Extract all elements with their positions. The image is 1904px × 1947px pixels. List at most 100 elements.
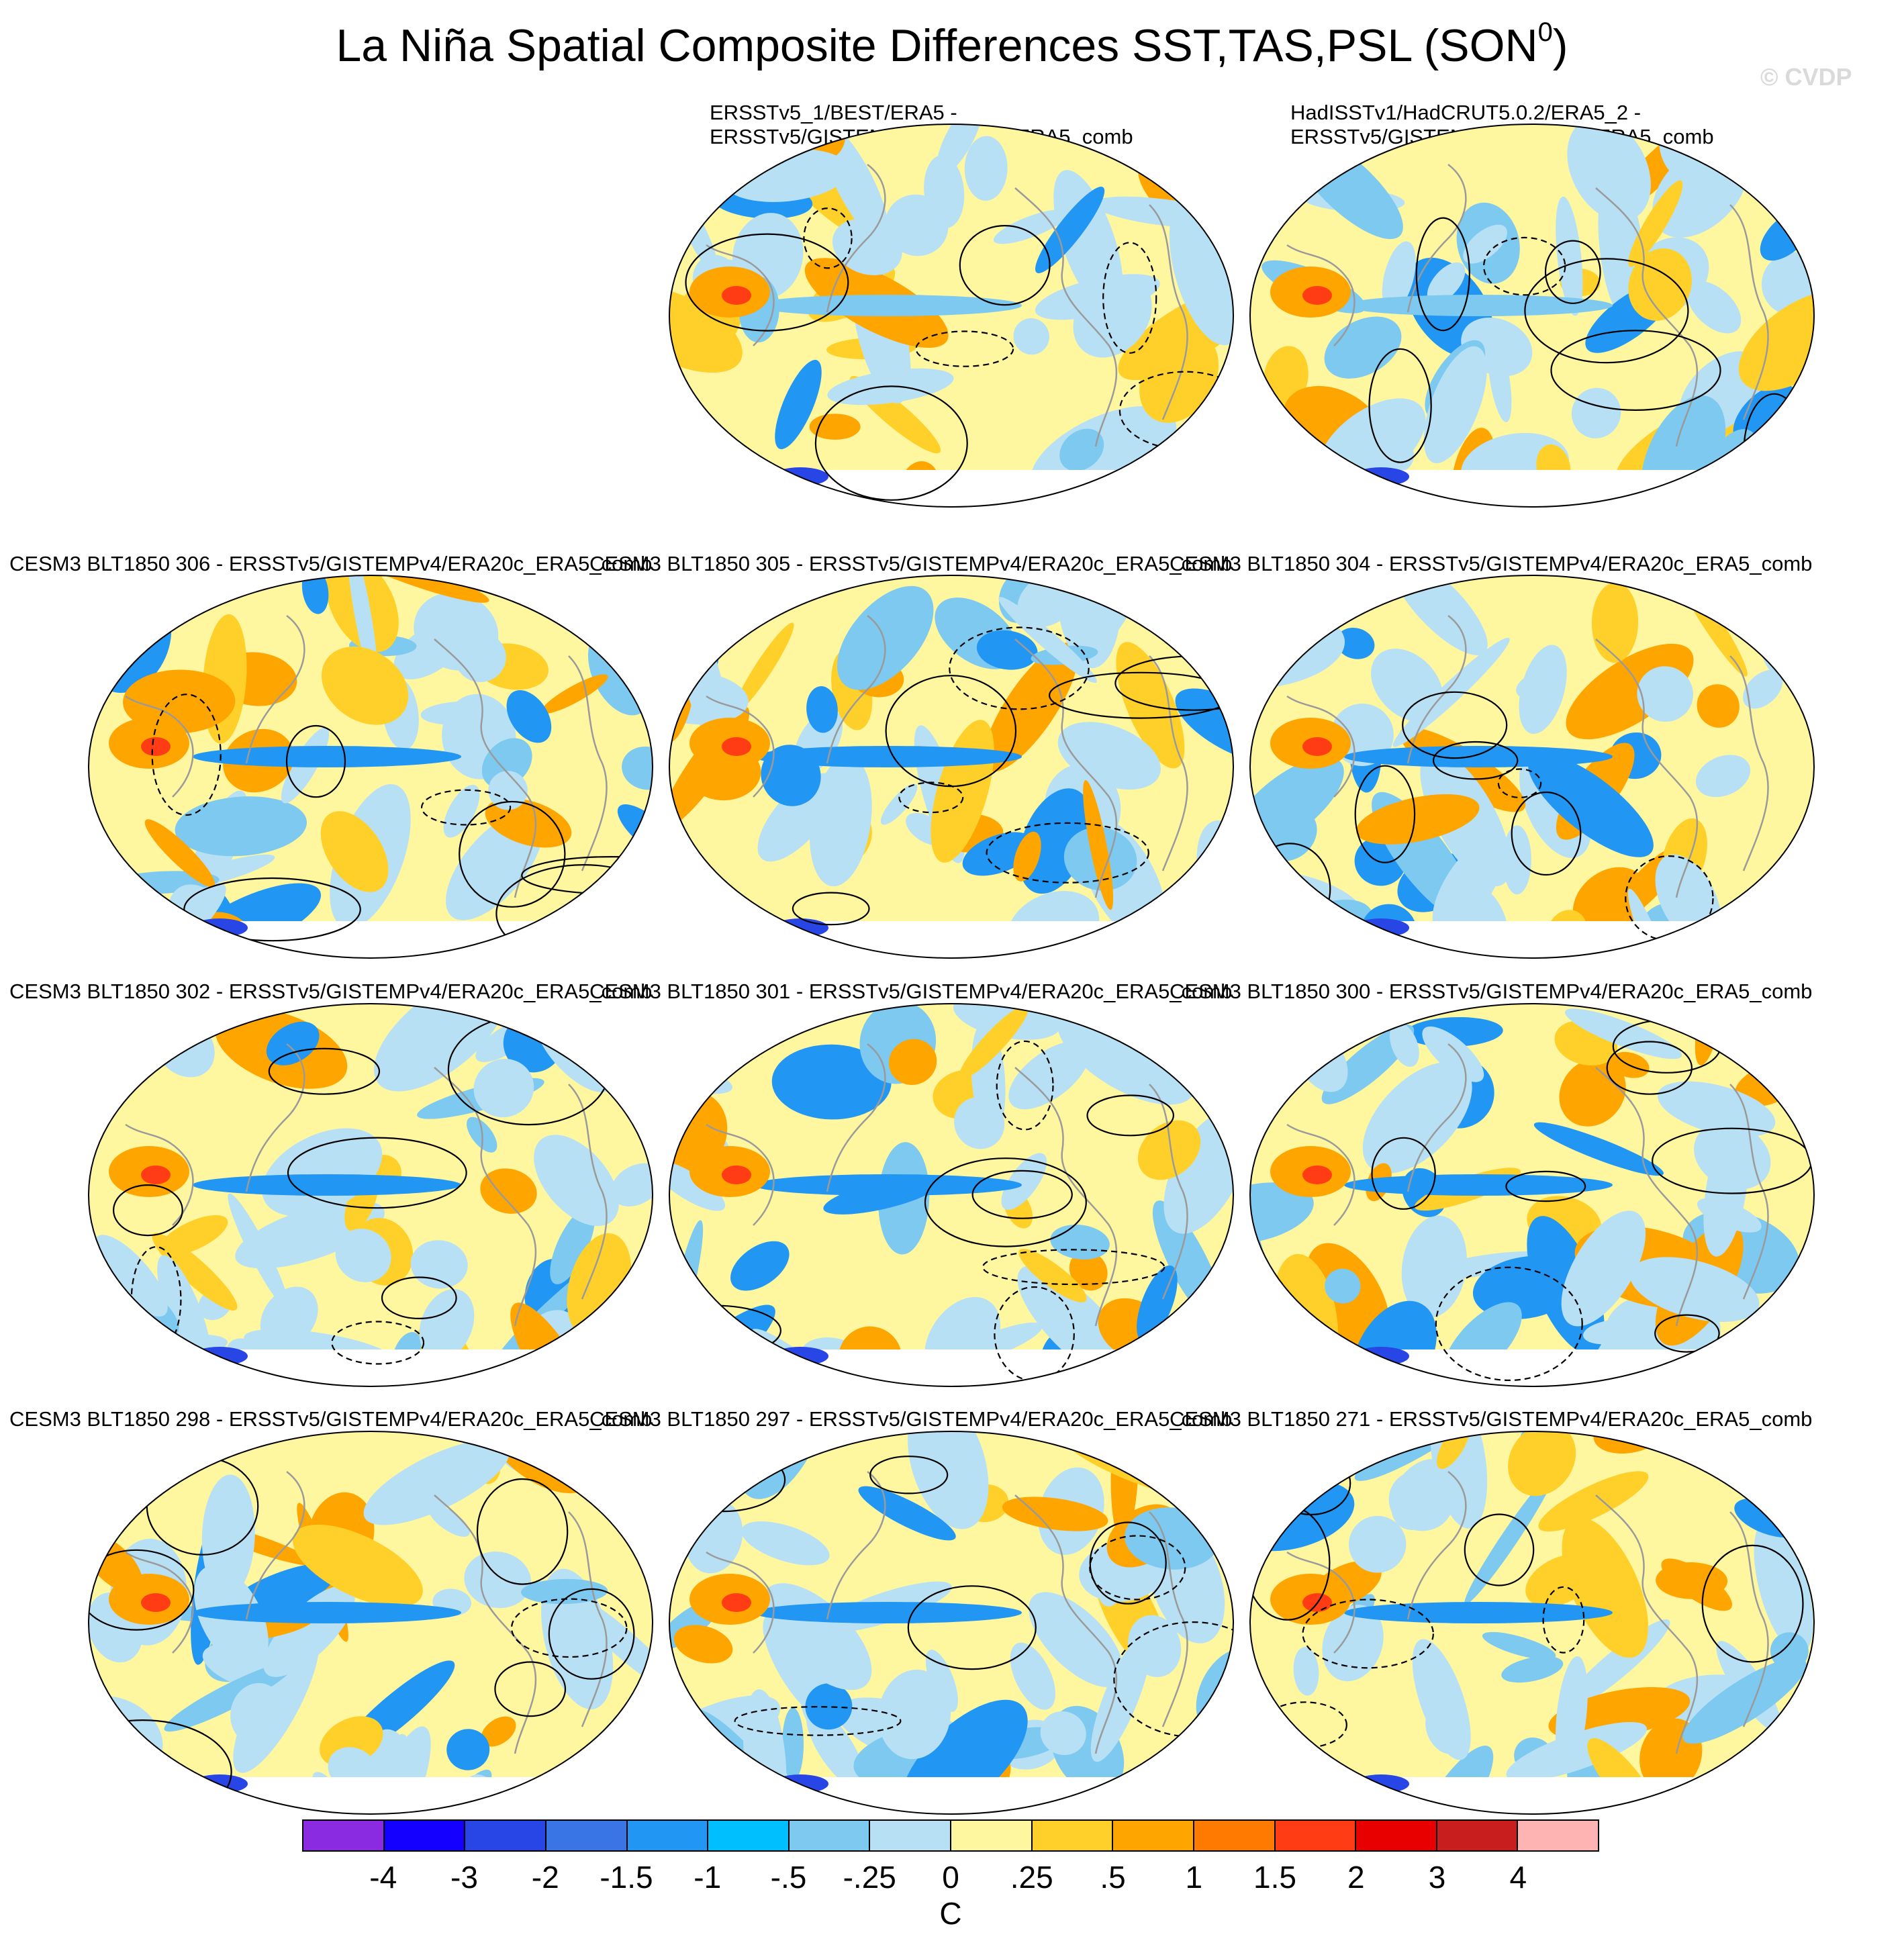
anomaly-patch xyxy=(885,194,949,256)
anomaly-patch xyxy=(1571,387,1621,438)
anomaly-patch xyxy=(1487,336,1512,422)
anomaly-patch xyxy=(622,746,653,790)
anomaly-patch xyxy=(1686,281,1742,334)
anomaly-patch xyxy=(782,1707,804,1781)
anomaly-patch xyxy=(1425,1706,1463,1754)
colorbar-box xyxy=(464,1821,545,1850)
psl-contour xyxy=(994,1286,1075,1382)
anomaly-patch xyxy=(1059,428,1104,471)
map-cesm-304 xyxy=(1249,575,1815,959)
anomaly-patch xyxy=(993,209,1068,244)
psl-contour xyxy=(814,385,968,501)
antarctica xyxy=(89,921,653,958)
anomaly-patch xyxy=(858,1486,956,1541)
anomaly-patch xyxy=(1432,835,1506,935)
anomaly-patch xyxy=(1695,755,1751,798)
psl-contour xyxy=(1497,768,1542,799)
anomaly-patch xyxy=(534,1135,619,1227)
anomaly-patch xyxy=(419,1288,475,1360)
colorbar-box xyxy=(1031,1821,1112,1850)
anomaly-patch xyxy=(410,1240,468,1289)
colorbar-box xyxy=(303,1821,383,1850)
psl-contour xyxy=(1415,217,1470,332)
anomaly-patch xyxy=(480,1168,537,1214)
coastline xyxy=(245,615,305,764)
colorbar-box xyxy=(626,1821,708,1850)
warm-pool-core xyxy=(141,1166,171,1184)
coastline xyxy=(434,1494,537,1754)
coastline xyxy=(1014,1067,1118,1327)
panel-title-line: CESM3 BLT1850 301 - ERSSTv5/GISTEMPv4/ER… xyxy=(589,980,1233,1003)
anomaly-patch xyxy=(1013,318,1049,355)
anomaly-patch xyxy=(1583,1319,1642,1345)
psl-contour xyxy=(803,207,853,269)
coastline xyxy=(1595,187,1699,447)
coastline xyxy=(1149,655,1188,871)
anomaly-patch xyxy=(550,1206,595,1284)
colorbar-box xyxy=(869,1821,950,1850)
anomaly-patch xyxy=(1322,1605,1384,1682)
coastline xyxy=(1729,1511,1769,1727)
anomaly-patch xyxy=(1464,1472,1554,1605)
anomaly-patch xyxy=(1747,1431,1814,1494)
coastline xyxy=(1286,1123,1355,1226)
coastline xyxy=(434,1067,537,1327)
anomaly-patch xyxy=(1128,1615,1182,1677)
coastline xyxy=(826,1043,886,1192)
map-cesm-300 xyxy=(1249,1003,1815,1387)
anomaly-patch xyxy=(741,1521,830,1566)
coastline xyxy=(706,244,775,346)
anomaly-patch xyxy=(878,1669,951,1760)
coastline xyxy=(706,1551,775,1654)
colorbar-tick-label: .5 xyxy=(1100,1860,1126,1895)
colorbar-tick-label: 0 xyxy=(942,1860,959,1895)
coastline xyxy=(1595,1067,1699,1327)
psl-contour xyxy=(1550,330,1721,412)
warm-pool-core xyxy=(722,1593,751,1612)
equatorial-cold-tongue xyxy=(1344,1602,1613,1623)
anomaly-patch xyxy=(164,1661,295,1732)
anomaly-patch xyxy=(669,124,706,211)
anomaly-patch xyxy=(908,1431,989,1529)
anomaly-patch xyxy=(669,287,743,373)
colorbar-units: C xyxy=(939,1896,962,1931)
map-outline xyxy=(1249,1003,1815,1387)
title-text: La Niña Spatial Composite Differences SS… xyxy=(336,20,1538,71)
anomaly-patch xyxy=(771,1044,892,1120)
panel-title-cesm-271: CESM3 BLT1850 271 - ERSSTv5/GISTEMPv4/ER… xyxy=(1170,1407,1812,1431)
anomaly-patch xyxy=(1463,224,1507,264)
warm-pool-core xyxy=(141,1593,171,1612)
antarctica xyxy=(669,921,1233,958)
colorbar-tick-label: -1.5 xyxy=(600,1860,653,1895)
psl-contour xyxy=(792,892,870,926)
anomaly-patch xyxy=(964,136,1008,201)
antarctica xyxy=(1250,1349,1814,1386)
psl-contour xyxy=(907,1585,1037,1670)
anomaly-patch xyxy=(230,1682,285,1746)
anomaly-patch xyxy=(1501,1656,1564,1683)
anomaly-patch xyxy=(1090,1634,1151,1762)
anomaly-patch xyxy=(1743,669,1783,709)
antarctica xyxy=(1250,921,1814,958)
anomaly-patch xyxy=(984,643,1078,772)
title-superscript: 0 xyxy=(1537,17,1553,47)
psl-contour xyxy=(1086,1094,1174,1137)
anomaly-patch xyxy=(673,1625,733,1664)
colorbar-box xyxy=(1355,1821,1436,1850)
panel-title-cesm-301: CESM3 BLT1850 301 - ERSSTv5/GISTEMPv4/ER… xyxy=(589,980,1232,1004)
anomaly-patch xyxy=(775,359,822,450)
map-cesm-302 xyxy=(87,1003,654,1387)
psl-contour xyxy=(1654,1314,1720,1353)
coastline xyxy=(434,638,537,898)
colorbar-box xyxy=(1112,1821,1193,1850)
panel-title-line: CESM3 BLT1850 302 - ERSSTv5/GISTEMPv4/ER… xyxy=(9,980,653,1003)
equatorial-cold-tongue xyxy=(1344,746,1613,767)
anomaly-patch xyxy=(1586,156,1627,222)
anomaly-patch xyxy=(1250,1182,1314,1244)
anomaly-patch xyxy=(809,414,861,440)
anomaly-patch xyxy=(1001,1153,1047,1210)
map-outline xyxy=(87,575,654,959)
map-outline xyxy=(668,1003,1235,1387)
psl-contour xyxy=(982,1249,1165,1286)
map-cesm-297 xyxy=(668,1431,1235,1815)
